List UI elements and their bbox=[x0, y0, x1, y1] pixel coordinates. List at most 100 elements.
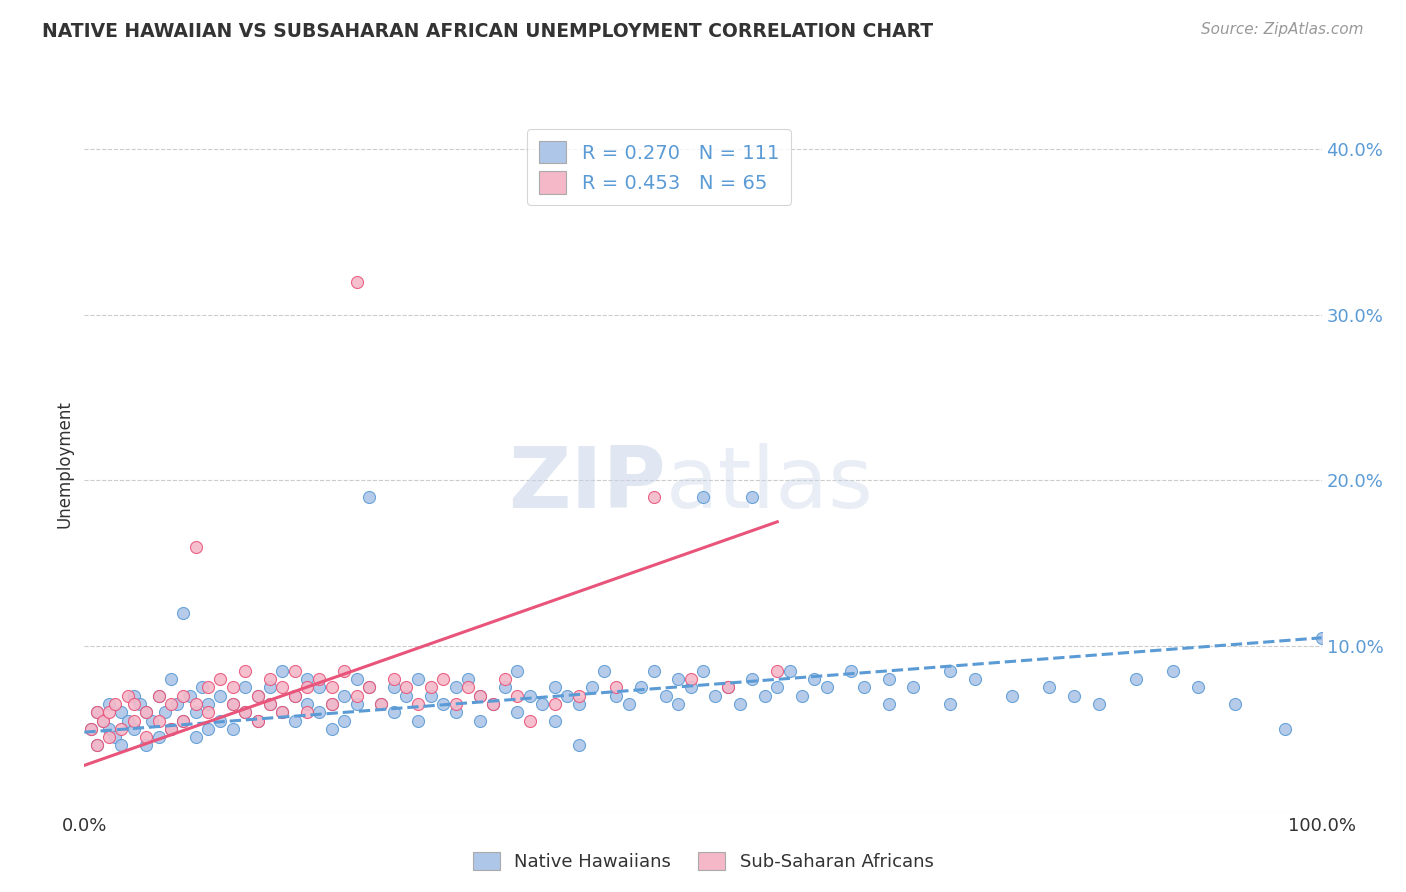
Point bbox=[308, 706, 330, 720]
Point bbox=[246, 689, 269, 703]
Point bbox=[148, 689, 170, 703]
Point bbox=[197, 681, 219, 695]
Point bbox=[841, 664, 863, 678]
Point bbox=[370, 697, 392, 711]
Point bbox=[581, 681, 603, 695]
Point bbox=[179, 689, 201, 703]
Point bbox=[717, 681, 740, 695]
Point bbox=[543, 697, 565, 711]
Point bbox=[444, 706, 467, 720]
Point bbox=[803, 672, 825, 686]
Point bbox=[382, 706, 405, 720]
Point bbox=[643, 664, 665, 678]
Point bbox=[321, 697, 343, 711]
Point bbox=[160, 697, 183, 711]
Point bbox=[1223, 697, 1246, 711]
Point bbox=[135, 739, 157, 753]
Point bbox=[259, 697, 281, 711]
Point bbox=[692, 664, 714, 678]
Point bbox=[184, 730, 207, 744]
Point bbox=[333, 689, 356, 703]
Point bbox=[160, 722, 183, 736]
Point bbox=[965, 672, 987, 686]
Point bbox=[110, 722, 132, 736]
Point bbox=[172, 689, 194, 703]
Point bbox=[222, 681, 245, 695]
Point bbox=[617, 697, 640, 711]
Point bbox=[135, 706, 157, 720]
Point bbox=[233, 706, 256, 720]
Point bbox=[110, 739, 132, 753]
Point bbox=[643, 490, 665, 504]
Point bbox=[122, 722, 145, 736]
Point bbox=[233, 664, 256, 678]
Point bbox=[333, 664, 356, 678]
Point bbox=[222, 697, 245, 711]
Point bbox=[519, 714, 541, 728]
Point bbox=[444, 681, 467, 695]
Point bbox=[679, 672, 702, 686]
Point bbox=[655, 689, 678, 703]
Point bbox=[704, 689, 727, 703]
Point bbox=[129, 697, 152, 711]
Point bbox=[308, 681, 330, 695]
Point bbox=[444, 697, 467, 711]
Point bbox=[209, 672, 232, 686]
Point bbox=[222, 697, 245, 711]
Point bbox=[122, 689, 145, 703]
Point bbox=[346, 689, 368, 703]
Point bbox=[86, 706, 108, 720]
Point bbox=[1038, 681, 1060, 695]
Point bbox=[432, 672, 454, 686]
Point bbox=[98, 730, 121, 744]
Point bbox=[717, 681, 740, 695]
Point bbox=[408, 672, 430, 686]
Point bbox=[395, 689, 418, 703]
Point bbox=[184, 697, 207, 711]
Point bbox=[1310, 631, 1333, 645]
Point bbox=[172, 714, 194, 728]
Point bbox=[172, 606, 194, 620]
Point bbox=[91, 714, 114, 728]
Point bbox=[321, 681, 343, 695]
Point bbox=[284, 714, 307, 728]
Point bbox=[233, 681, 256, 695]
Point bbox=[481, 697, 503, 711]
Point bbox=[852, 681, 875, 695]
Point bbox=[148, 730, 170, 744]
Point bbox=[135, 706, 157, 720]
Point bbox=[209, 714, 232, 728]
Point bbox=[666, 697, 689, 711]
Point bbox=[470, 689, 492, 703]
Point bbox=[160, 672, 183, 686]
Point bbox=[741, 490, 763, 504]
Point bbox=[1001, 689, 1024, 703]
Point bbox=[506, 664, 529, 678]
Point bbox=[321, 722, 343, 736]
Point bbox=[271, 706, 294, 720]
Point bbox=[86, 706, 108, 720]
Point bbox=[259, 672, 281, 686]
Point bbox=[259, 697, 281, 711]
Point bbox=[357, 681, 380, 695]
Point bbox=[110, 706, 132, 720]
Text: ZIP: ZIP bbox=[508, 443, 666, 526]
Point bbox=[166, 697, 188, 711]
Point bbox=[470, 689, 492, 703]
Point bbox=[104, 697, 127, 711]
Point bbox=[543, 681, 565, 695]
Point bbox=[679, 681, 702, 695]
Point bbox=[568, 739, 591, 753]
Point bbox=[470, 714, 492, 728]
Point bbox=[939, 664, 962, 678]
Point bbox=[779, 664, 801, 678]
Point bbox=[172, 714, 194, 728]
Point bbox=[184, 540, 207, 554]
Point bbox=[246, 689, 269, 703]
Point bbox=[531, 697, 554, 711]
Point bbox=[295, 672, 318, 686]
Point bbox=[568, 689, 591, 703]
Point bbox=[79, 722, 101, 736]
Point bbox=[308, 672, 330, 686]
Point bbox=[408, 714, 430, 728]
